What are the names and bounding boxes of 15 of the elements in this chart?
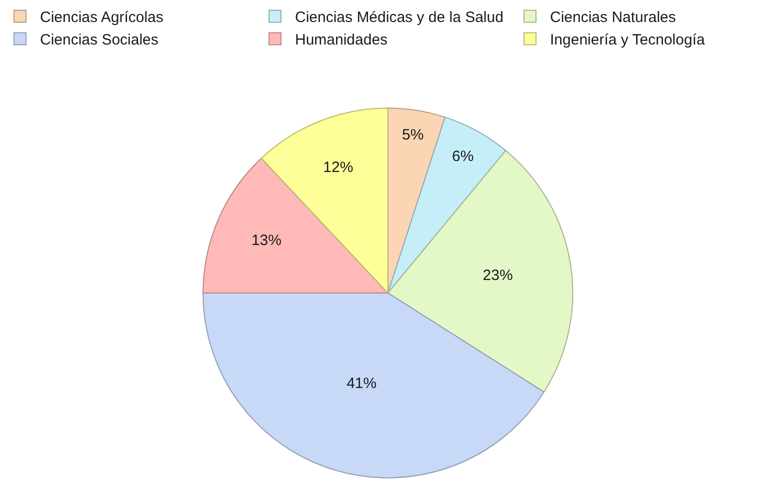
data-label: 12% <box>323 158 354 176</box>
legend-label: Ciencias Agrícolas <box>40 9 164 26</box>
legend-label: Ciencias Sociales <box>40 32 158 49</box>
pie-slice <box>387 150 574 393</box>
legend-label: Ingeniería y Tecnología <box>550 32 706 49</box>
data-label: 41% <box>346 375 377 392</box>
legend-label: Ciencias Médicas y de la Salud <box>295 9 504 26</box>
data-label: 5% <box>402 126 424 144</box>
legend-label: Humanidades <box>295 32 388 49</box>
data-label: 13% <box>251 232 282 249</box>
legend-label: Ciencias Naturales <box>550 9 676 26</box>
pie-slice <box>202 158 388 294</box>
pie-slice <box>202 292 544 478</box>
data-label: 6% <box>452 148 474 166</box>
data-label: 23% <box>482 267 513 284</box>
